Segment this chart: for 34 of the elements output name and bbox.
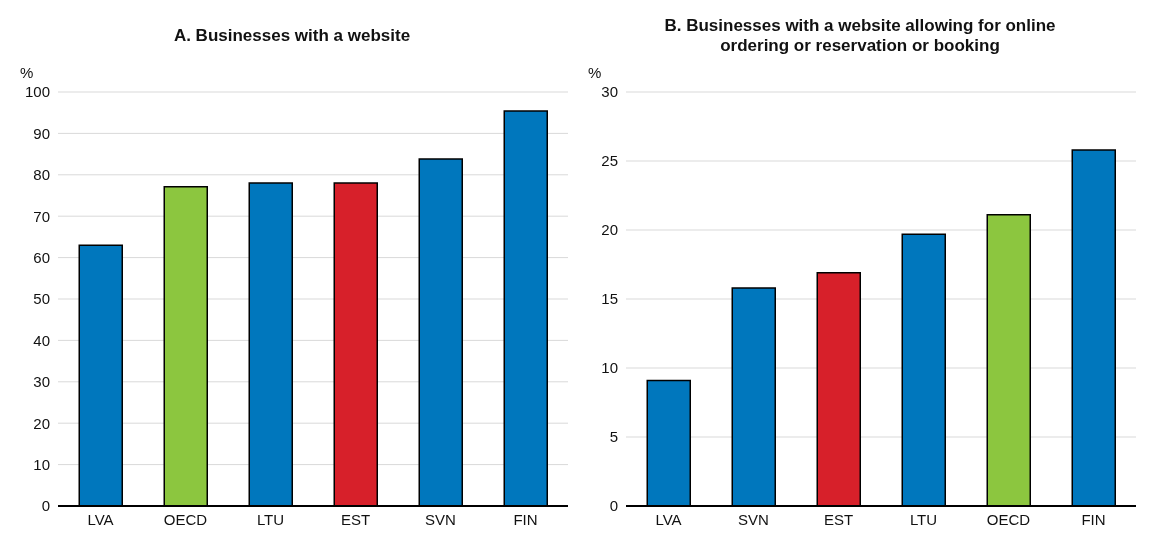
y-tick-label: 70 (33, 207, 50, 225)
y-tick-label: 20 (601, 221, 618, 239)
chart-title: A. Businesses with a website (172, 25, 412, 47)
x-tick-label: LTU (256, 510, 285, 528)
y-tick-label: 0 (609, 497, 618, 515)
x-tick-label: EST (340, 510, 371, 528)
x-tick-label: OECD (163, 510, 208, 528)
y-tick-label: 5 (609, 428, 618, 446)
chart-title: B. Businesses with a website allowing for online ordering or reservation or booking (663, 15, 1057, 57)
y-tick-label: 25 (601, 152, 618, 170)
x-tick-label: SVN (425, 510, 456, 528)
x-tick-label: LVA (87, 510, 114, 528)
x-tick-label: LTU (909, 510, 938, 528)
y-tick-label: 90 (33, 124, 50, 142)
y-tick-label: 40 (33, 331, 50, 349)
x-tick-label: SVN (738, 510, 769, 528)
y-tick-label: 0 (41, 497, 50, 515)
x-tick-label: FIN (513, 510, 538, 528)
y-tick-label: 60 (33, 248, 50, 266)
y-axis-title: % (19, 64, 35, 82)
x-tick-label: OECD (986, 510, 1031, 528)
y-tick-label: 50 (33, 290, 50, 308)
y-tick-label: 30 (33, 373, 50, 391)
y-tick-label: 80 (33, 166, 50, 184)
y-tick-label: 10 (33, 455, 50, 473)
x-tick-label: LVA (655, 510, 682, 528)
y-tick-label: 100 (24, 83, 50, 101)
y-tick-label: 15 (601, 290, 618, 308)
y-tick-label: 10 (601, 359, 618, 377)
y-axis-title: % (587, 64, 603, 82)
y-tick-label: 20 (33, 414, 50, 432)
x-tick-label: EST (823, 510, 854, 528)
y-tick-label: 30 (601, 83, 618, 101)
x-tick-label: FIN (1081, 510, 1106, 528)
